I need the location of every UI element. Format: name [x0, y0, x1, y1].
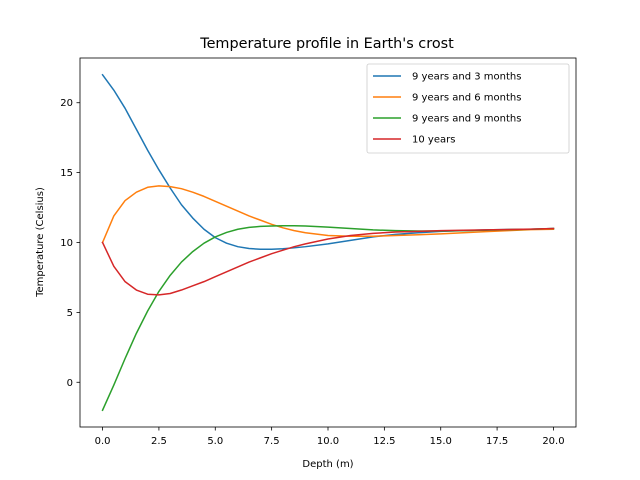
- x-tick-label: 15.0: [430, 436, 452, 447]
- x-tick-label: 2.5: [151, 436, 167, 447]
- legend-box: [366, 63, 570, 154]
- legend-label-4: 10 years: [412, 135, 455, 146]
- x-tick-label: 10.0: [317, 436, 339, 447]
- y-tick-label: 10: [60, 238, 73, 249]
- plot-lines: [101, 73, 555, 412]
- y-tick-label: 20: [60, 98, 73, 109]
- x-tick-label: 5.0: [207, 436, 223, 447]
- legend: 9 years and 3 months 9 years and 6 months…: [366, 63, 570, 154]
- x-tick-label: 0.0: [95, 436, 111, 447]
- x-tick-label: 12.5: [373, 436, 395, 447]
- legend-label-3: 9 years and 9 months: [412, 114, 521, 125]
- legend-label-1: 9 years and 3 months: [412, 72, 521, 83]
- x-axis-label: Depth (m): [302, 459, 353, 470]
- y-axis-label: Temperature (Celsius): [35, 187, 46, 298]
- legend-label-2: 9 years and 6 months: [412, 93, 521, 104]
- y-tick-label: 0: [67, 378, 73, 389]
- x-axis-ticks: 0.0 2.5 5.0 7.5 10.0 12.5 15.0 17.5 20.0: [95, 427, 565, 447]
- y-tick-label: 5: [67, 308, 73, 319]
- y-axis-ticks: 0 5 10 15 20: [60, 98, 80, 389]
- series-line-2: [101, 185, 555, 244]
- x-tick-label: 20.0: [542, 436, 564, 447]
- chart-title: Temperature profile in Earth's crost: [199, 36, 454, 52]
- x-tick-label: 7.5: [264, 436, 280, 447]
- series-line-4: [101, 227, 555, 296]
- y-tick-label: 15: [60, 168, 73, 179]
- x-tick-label: 17.5: [486, 436, 508, 447]
